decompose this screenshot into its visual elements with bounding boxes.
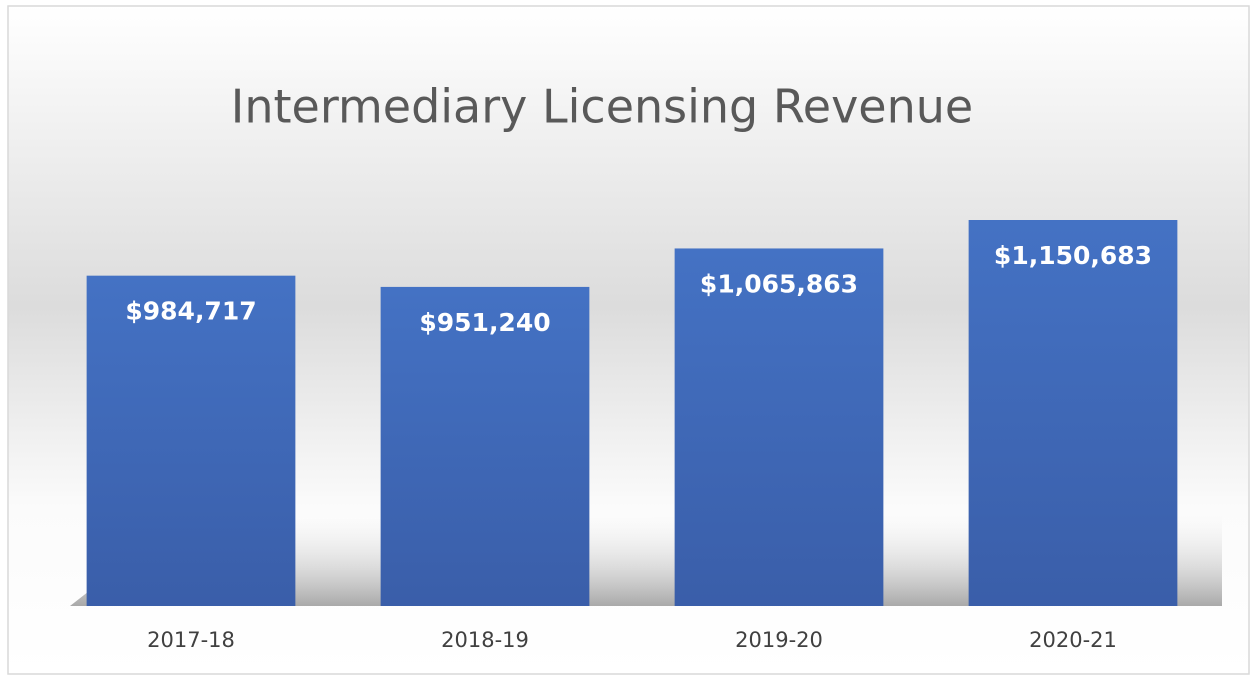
- value-label: $951,240: [419, 308, 550, 337]
- value-label: $1,065,863: [700, 269, 858, 298]
- value-label: $984,717: [125, 297, 256, 326]
- bar: [674, 248, 884, 606]
- bar: [380, 286, 590, 606]
- value-label: $1,150,683: [994, 241, 1152, 270]
- bar: [86, 275, 296, 606]
- floor-shadow: [70, 514, 1222, 606]
- x-tick-label: 2019-20: [735, 628, 823, 652]
- x-tick-label: 2018-19: [441, 628, 529, 652]
- chart-title: Intermediary Licensing Revenue: [231, 80, 973, 134]
- x-tick-label: 2017-18: [147, 628, 235, 652]
- bar: [968, 220, 1178, 606]
- x-tick-label: 2020-21: [1029, 628, 1117, 652]
